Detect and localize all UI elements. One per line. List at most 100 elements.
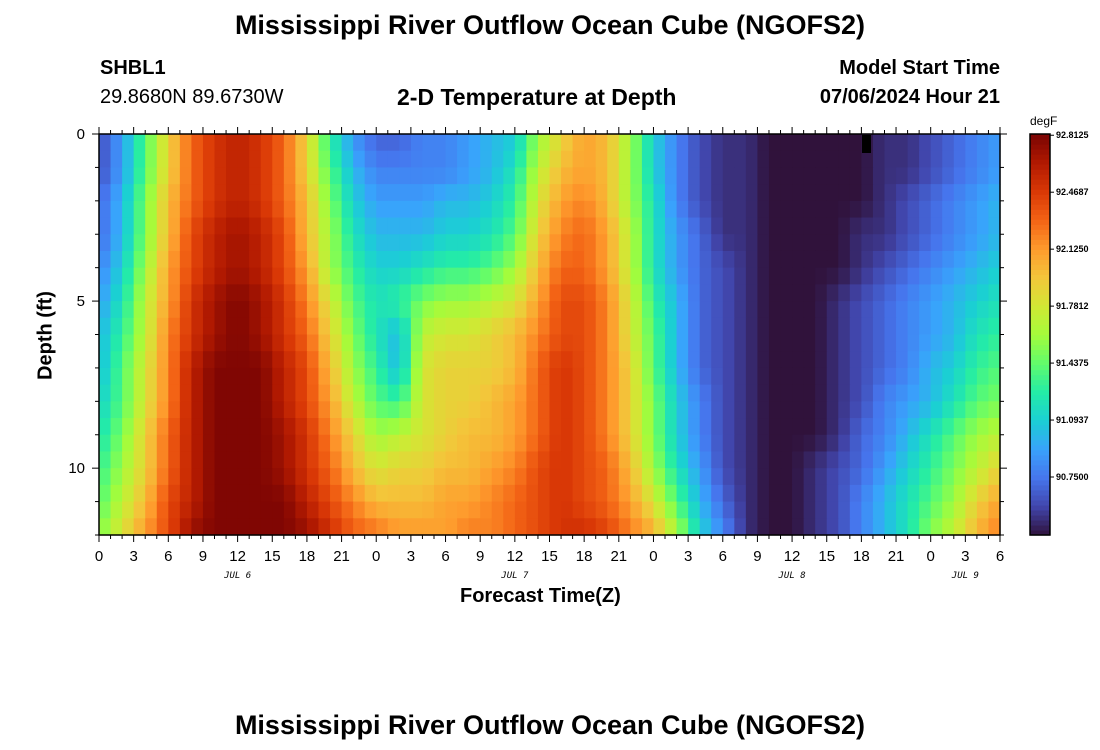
heatmap-cell — [168, 518, 181, 536]
heatmap-cell — [445, 134, 458, 152]
heatmap-cell — [526, 501, 539, 519]
heatmap-cell — [722, 351, 735, 369]
heatmap-cell — [457, 250, 470, 269]
heatmap-cell — [722, 501, 735, 519]
heatmap-cell — [410, 334, 424, 352]
heatmap-cell — [699, 451, 712, 469]
heatmap-cell — [861, 334, 874, 352]
heatmap-cell — [976, 484, 990, 503]
heatmap-cell — [156, 501, 169, 519]
heatmap-cell — [237, 301, 250, 319]
heatmap-cell — [665, 134, 678, 152]
heatmap-cell — [226, 468, 239, 486]
heatmap-cell — [665, 418, 678, 436]
heatmap-cell — [110, 351, 123, 369]
heatmap-cell — [930, 167, 943, 185]
heatmap-cell — [988, 167, 1001, 185]
heatmap-cell — [399, 367, 412, 386]
heatmap-cell — [514, 334, 527, 352]
heatmap-cell — [99, 250, 112, 269]
heatmap-cell — [884, 401, 897, 419]
heatmap-cell — [988, 418, 1001, 436]
heatmap-cell — [133, 150, 146, 169]
heatmap-cell — [595, 468, 608, 486]
heatmap-cell — [884, 167, 897, 185]
heatmap-cell — [156, 418, 169, 436]
heatmap-cell — [896, 234, 909, 252]
colorbar-segment — [1030, 414, 1050, 421]
heatmap-cell — [988, 351, 1001, 369]
heatmap-cell — [942, 134, 955, 152]
heatmap-cell — [283, 367, 296, 386]
heatmap-cell — [572, 384, 585, 402]
heatmap-cell — [896, 484, 909, 503]
heatmap-cell — [145, 451, 158, 469]
heatmap-cell — [734, 134, 747, 152]
heatmap-cell — [930, 217, 943, 235]
heatmap-cell — [745, 267, 759, 285]
heatmap-cell — [295, 284, 308, 302]
heatmap-cell — [757, 334, 770, 352]
heatmap-cell — [561, 167, 574, 185]
heatmap-cell — [584, 518, 597, 536]
heatmap-cell — [676, 267, 689, 285]
heatmap-cell — [688, 217, 701, 235]
heatmap-cell — [838, 234, 851, 252]
heatmap-cell — [283, 317, 296, 336]
heatmap-cell — [815, 501, 828, 519]
heatmap-cell — [607, 200, 620, 219]
heatmap-cell — [145, 351, 158, 369]
heatmap-cell — [595, 351, 608, 369]
heatmap-cell — [930, 468, 943, 486]
heatmap-cell — [145, 134, 158, 152]
heatmap-cell — [907, 317, 920, 336]
heatmap-cell — [930, 150, 943, 169]
heatmap-cell — [306, 167, 320, 185]
heatmap-cell — [249, 418, 262, 436]
heatmap-cell — [422, 434, 435, 453]
heatmap-cell — [457, 234, 470, 252]
colorbar-segment — [1030, 519, 1050, 526]
heatmap-cell — [341, 518, 354, 536]
heatmap-cell — [306, 451, 320, 469]
heatmap-cell — [433, 434, 447, 453]
heatmap-cell — [306, 484, 320, 503]
heatmap-cell — [480, 501, 493, 519]
heatmap-cell — [260, 184, 273, 202]
heatmap-cell — [491, 250, 504, 269]
heatmap-cell — [283, 217, 296, 235]
heatmap-cell — [376, 317, 389, 336]
heatmap-cell — [780, 384, 793, 402]
heatmap-cell — [399, 468, 412, 486]
heatmap-cell — [445, 250, 458, 269]
heatmap-cell — [607, 234, 620, 252]
heatmap-cell — [237, 501, 250, 519]
heatmap-cell — [595, 267, 608, 285]
heatmap-cell — [768, 217, 782, 235]
heatmap-cell — [572, 134, 585, 152]
heatmap-cell — [572, 367, 585, 386]
heatmap-cell — [745, 418, 759, 436]
heatmap-cell — [526, 434, 539, 453]
heatmap-cell — [387, 484, 400, 503]
heatmap-cell — [283, 518, 296, 536]
heatmap-cell — [364, 150, 377, 169]
heatmap-cell — [503, 167, 516, 185]
heatmap-cell — [537, 351, 551, 369]
heatmap-cell — [260, 301, 273, 319]
heatmap-cell — [399, 267, 412, 285]
heatmap-cell — [330, 434, 343, 453]
heatmap-cell — [595, 434, 608, 453]
heatmap-cell — [445, 434, 458, 453]
heatmap-cell — [768, 167, 782, 185]
colorbar-segment — [1030, 439, 1050, 446]
heatmap-cell — [896, 518, 909, 536]
heatmap-cell — [156, 317, 169, 336]
heatmap-cell — [168, 267, 181, 285]
heatmap-cell — [468, 384, 481, 402]
heatmap-cell — [387, 384, 400, 402]
heatmap-cell — [202, 367, 216, 386]
heatmap-cell — [930, 501, 943, 519]
heatmap-cell — [191, 401, 204, 419]
